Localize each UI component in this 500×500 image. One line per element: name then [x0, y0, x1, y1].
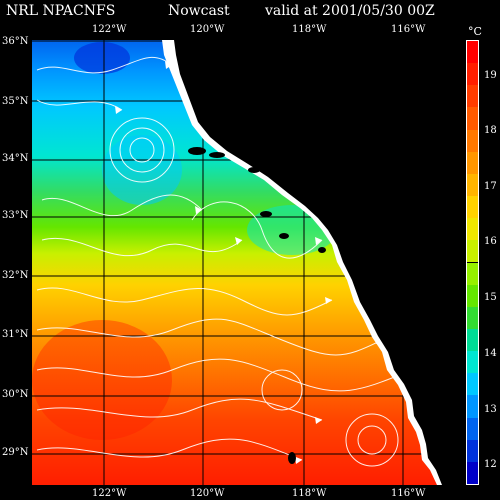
channel-islands — [188, 147, 326, 464]
colorbar-segment — [467, 328, 478, 352]
colorbar-segment — [467, 284, 478, 307]
lon-label-top: 116°W — [391, 24, 426, 35]
lat-label: 35°N — [2, 96, 29, 107]
lat-label: 32°N — [2, 270, 29, 281]
lat-label: 29°N — [2, 447, 29, 458]
lat-label: 34°N — [2, 153, 29, 164]
colorbar-segment — [467, 41, 478, 64]
map-svg — [32, 40, 461, 485]
colorbar-segment — [467, 417, 478, 440]
scale-vector-label: 10 cm/s — [352, 148, 396, 161]
lat-label: 33°N — [2, 210, 29, 221]
colorbar-segment — [467, 107, 478, 130]
lon-label-bottom: 116°W — [391, 488, 426, 499]
cold-patch — [74, 42, 130, 74]
warm-patch — [32, 320, 172, 440]
header-valid: valid at 2001/05/30 00Z — [265, 3, 435, 19]
temperature-current-map — [32, 40, 461, 485]
colorbar-segment — [467, 63, 478, 86]
colorbar-unit: °C — [468, 25, 482, 38]
colorbar-segment — [467, 85, 478, 108]
colorbar-segment — [467, 173, 478, 197]
colorbar-tick: 17 — [484, 181, 497, 192]
colorbar-segment — [467, 240, 478, 263]
colorbar-tick: 18 — [484, 125, 497, 136]
colorbar-segment — [467, 262, 478, 285]
lon-label-bottom: 120°W — [190, 488, 225, 499]
colorbar-segment — [467, 373, 478, 396]
lat-label: 31°N — [2, 329, 29, 340]
depth-label: 25 m — [358, 54, 392, 69]
colorbar — [466, 40, 479, 485]
header-model: NRL NPACNFS — [6, 3, 116, 19]
land-interior — [174, 40, 461, 485]
colorbar-segment — [467, 461, 478, 484]
lon-label-top: 122°W — [92, 24, 127, 35]
colorbar-segment — [467, 218, 478, 241]
colorbar-tick: 15 — [484, 292, 497, 303]
colorbar-segment — [467, 151, 478, 174]
colorbar-tick: 14 — [484, 348, 497, 359]
lon-label-top: 118°W — [292, 24, 327, 35]
lon-label-top: 120°W — [190, 24, 225, 35]
colorbar-tick: 16 — [484, 236, 497, 247]
colorbar-segment — [467, 129, 478, 152]
field-label: Temp/Current — [322, 93, 415, 108]
colorbar-tick: 12 — [484, 459, 497, 470]
colorbar-segment — [467, 306, 478, 329]
header-product: Nowcast — [168, 3, 230, 19]
colorbar-segment — [467, 439, 478, 462]
colorbar-segment — [467, 351, 478, 374]
colorbar-segment — [467, 196, 478, 219]
lon-label-bottom: 122°W — [92, 488, 127, 499]
scale-vector-box — [333, 135, 405, 181]
cold-eddy — [102, 135, 182, 205]
scale-vector-arrow — [362, 167, 396, 173]
lat-label: 36°N — [2, 36, 29, 47]
colorbar-segment — [467, 395, 478, 418]
colorbar-tick: 13 — [484, 404, 497, 415]
colorbar-tick: 19 — [484, 70, 497, 81]
lat-label: 30°N — [2, 389, 29, 400]
lon-label-bottom: 118°W — [292, 488, 327, 499]
